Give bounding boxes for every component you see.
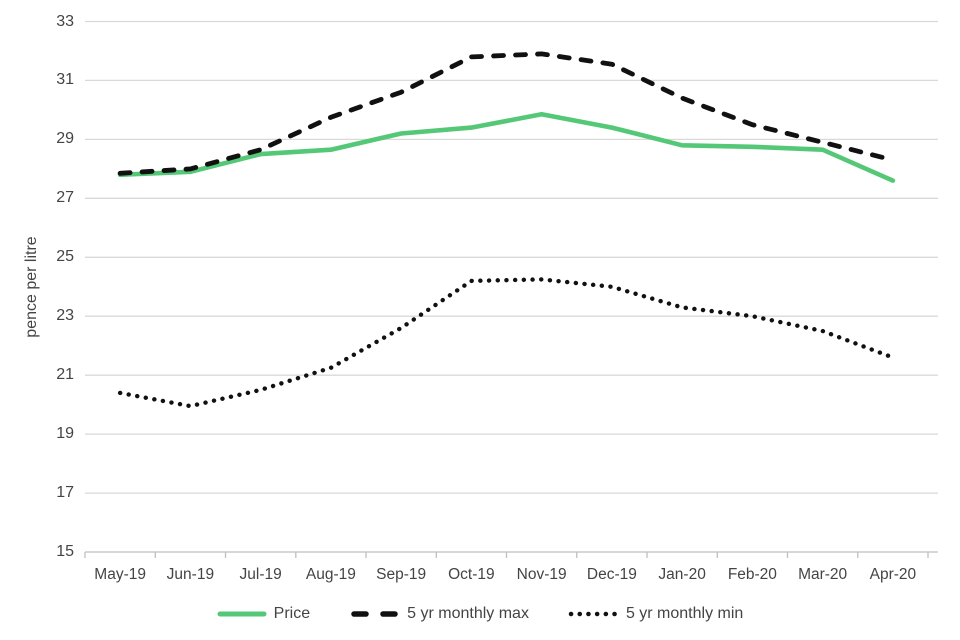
y-tick-label: 23 <box>56 307 74 325</box>
series-line-price <box>117 112 896 183</box>
x-tick-label: Feb-20 <box>727 566 777 583</box>
legend-label-max: 5 yr monthly max <box>407 605 529 622</box>
y-tick-label: 15 <box>56 543 74 560</box>
y-tick-label: 33 <box>56 12 74 30</box>
legend-item-min: 5 yr monthly min <box>567 605 743 623</box>
x-tick-label: Jan-20 <box>658 566 706 583</box>
x-tick-label: Nov-19 <box>516 566 567 583</box>
x-tick-label: Mar-20 <box>798 566 848 583</box>
min-dotted-swatch <box>568 611 619 617</box>
x-tick-label: Aug-19 <box>305 566 356 583</box>
y-tick-label: 25 <box>56 248 74 266</box>
y-tick-label: 21 <box>56 366 74 384</box>
legend-label-price: Price <box>273 605 311 622</box>
x-tick-label: Apr-20 <box>869 566 917 583</box>
series-line-5-yr-monthly-max <box>117 51 896 176</box>
legend-item-max: 5 yr monthly max <box>348 605 529 623</box>
series-line-5-yr-monthly-min <box>117 277 896 409</box>
price-line-swatch <box>217 611 267 617</box>
y-tick-label: 17 <box>56 484 74 502</box>
y-tick-label: 27 <box>56 189 74 207</box>
legend-item-price: Price <box>217 605 310 623</box>
y-tick-label: 19 <box>56 425 74 443</box>
x-tick-label: May-19 <box>94 566 146 583</box>
x-tick-label: Jun-19 <box>166 566 215 583</box>
y-tick-label: 31 <box>56 71 74 89</box>
legend: Price 5 yr monthly max 5 yr monthly min <box>0 601 960 627</box>
x-tick-label: Oct-19 <box>448 566 495 583</box>
max-dashed-swatch <box>351 611 401 617</box>
y-tick-label: 29 <box>56 130 74 148</box>
x-tick-label: Jul-19 <box>239 566 282 583</box>
x-tick-label: Dec-19 <box>586 566 637 583</box>
x-tick-label: Sep-19 <box>376 566 427 583</box>
legend-label-min: 5 yr monthly min <box>625 605 744 622</box>
